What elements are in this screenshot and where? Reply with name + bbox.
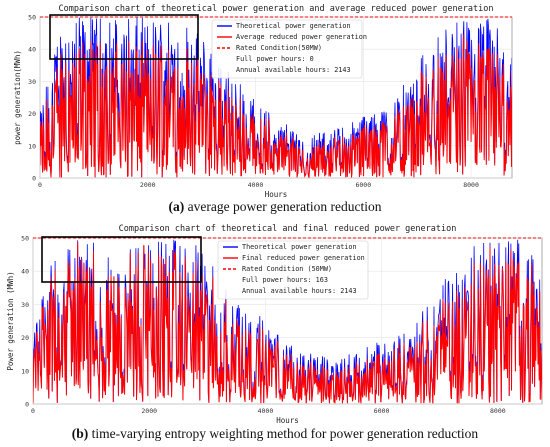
y-tick-label: 0 (25, 401, 29, 409)
legend-entry: Theoretical power generation (236, 22, 351, 30)
y-tick-label: 10 (21, 367, 29, 375)
series-theoretical-line (40, 17, 512, 178)
caption-b: (b) time-varying entropy weighting metho… (71, 426, 479, 441)
y-tick-label: 10 (28, 142, 36, 150)
x-tick-label: 0 (31, 407, 35, 415)
y-tick-label: 50 (28, 14, 36, 22)
legend-entry: Full power hours: 0 (236, 55, 314, 63)
y-tick-label: 50 (21, 235, 29, 243)
legend-entry: Rated Condition(50MW) (236, 44, 322, 52)
legend-entry: Annual available hours: 2143 (242, 287, 357, 295)
y-tick-label: 20 (21, 334, 29, 342)
legend-entry: Average reduced power generation (236, 33, 367, 41)
chart-title: Comparison chart of theoretical and fina… (119, 224, 457, 234)
series-reduced-line (33, 242, 542, 404)
y-tick-label: 20 (28, 110, 36, 118)
x-axis-label: Hours (265, 190, 288, 199)
x-tick-label: 2000 (140, 181, 156, 189)
legend-entry: Rated Condition (50MW) (242, 265, 332, 273)
y-axis-label: Power generation (MWh) (6, 271, 15, 370)
chart-panel-b: Comparison chart of theoretical and fina… (6, 224, 543, 425)
highlight-box (41, 236, 202, 283)
legend-entry: Final reduced power generation (242, 254, 365, 262)
legend-entry: Full power hours: 163 (242, 276, 328, 284)
legend-box (217, 240, 369, 300)
chart-panel-a: Comparison chart of theoretical power ge… (13, 4, 513, 199)
legend-box (211, 19, 363, 79)
caption-a: (a) average power generation reduction (168, 199, 382, 214)
x-tick-label: 6000 (355, 181, 371, 189)
x-tick-label: 4000 (258, 407, 274, 415)
y-tick-label: 30 (28, 78, 36, 86)
x-tick-label: 0 (38, 181, 42, 189)
x-axis-label: Hours (276, 416, 299, 425)
x-tick-label: 6000 (374, 407, 390, 415)
y-tick-label: 40 (21, 268, 29, 276)
x-tick-label: 4000 (248, 181, 264, 189)
x-tick-label: 2000 (141, 407, 157, 415)
chart-title: Comparison chart of theoretical power ge… (59, 4, 494, 14)
legend-entry: Annual available hours: 2143 (236, 66, 351, 74)
highlight-box (49, 14, 199, 60)
y-tick-label: 30 (21, 301, 29, 309)
legend-entry: Theoretical power generation (242, 243, 357, 251)
series-reduced-line (40, 34, 512, 178)
x-tick-label: 8000 (463, 181, 479, 189)
y-tick-label: 0 (32, 175, 36, 183)
y-tick-label: 40 (28, 46, 36, 54)
x-tick-label: 8000 (490, 407, 506, 415)
y-axis-label: power generation(MWh) (13, 50, 22, 145)
